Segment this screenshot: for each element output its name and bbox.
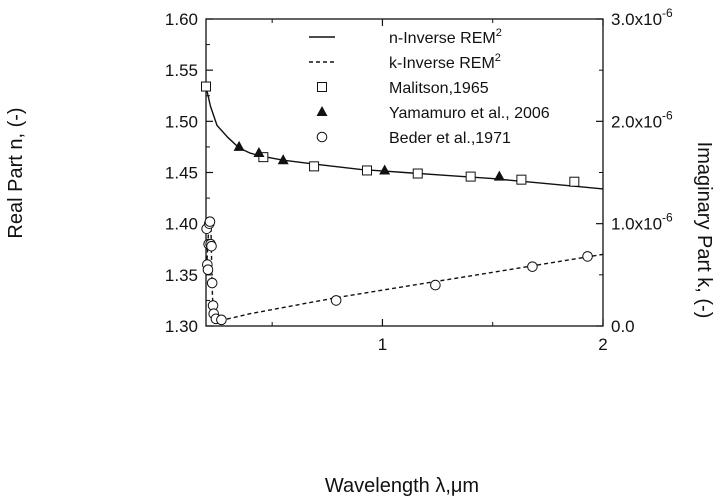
legend-label: Beder et al.,1971 (389, 130, 511, 147)
y-left-tick-label: 1.35 (165, 266, 198, 285)
y-right-tick-label: 2.0x10-6 (611, 108, 673, 131)
y-right-tick-label: 0.0 (611, 317, 635, 336)
data-point-triangle (493, 170, 505, 181)
data-point-square (569, 176, 580, 187)
series-layer (201, 81, 604, 326)
y-left-tick-label: 1.60 (165, 10, 198, 29)
data-point-triangle (316, 106, 328, 116)
data-point-square (362, 165, 373, 176)
data-point-triangle (379, 164, 391, 175)
data-point-triangle (233, 140, 245, 151)
data-point-triangle (253, 147, 265, 158)
y-right-tick-label: 3.0x10-6 (611, 6, 673, 29)
x-tick-label: 1 (378, 335, 387, 354)
y-left-axis-label: Real Part n, (-) (5, 107, 27, 238)
data-point-square (309, 161, 320, 172)
legend-label: Malitson,1965 (389, 80, 489, 97)
n-inverse-rem-line (205, 86, 604, 190)
data-point-circle (216, 314, 227, 326)
data-point-triangle (277, 154, 289, 165)
data-point-square (317, 82, 327, 92)
y-left-tick-label: 1.40 (165, 215, 198, 234)
y-right-axis-ticks: 0.0 1.0x10-6 2.0x10-6 3.0x10-6 (596, 6, 673, 336)
data-point-circle (206, 240, 217, 252)
data-point-circle (430, 279, 441, 291)
data-point-circle (582, 251, 593, 262)
data-point-square (258, 152, 269, 163)
legend-label: Yamamuro et al., 2006 (389, 105, 550, 122)
data-point-square (412, 168, 423, 179)
data-point-circle (204, 216, 216, 227)
y-left-tick-label: 1.55 (165, 61, 198, 80)
legend-label: k-Inverse REM2 (389, 52, 501, 72)
data-point-square (516, 174, 527, 185)
y-right-axis-label: Imaginary Part k, (-) (693, 142, 715, 319)
y-right-tick-label: 1.0x10-6 (611, 211, 673, 234)
x-tick-label: 2 (598, 335, 607, 354)
data-point-circle (316, 131, 328, 143)
data-point-circle (330, 295, 342, 306)
data-point-circle (202, 264, 214, 276)
y-left-tick-label: 1.45 (165, 164, 198, 183)
k-inverse-rem-line (206, 223, 604, 322)
y-left-axis-ticks: 1.30 1.35 1.40 1.45 1.50 1.55 1.60 (165, 10, 213, 336)
y-left-tick-label: 1.50 (165, 112, 198, 131)
x-axis-label: Wavelength λ,μm (325, 475, 479, 497)
data-point-circle (206, 277, 218, 289)
data-point-circle (527, 261, 538, 272)
y-left-tick-label: 1.30 (165, 317, 198, 336)
data-point-square (465, 171, 476, 182)
legend-label: n-Inverse REM2 (389, 27, 502, 47)
data-point-square (201, 81, 211, 92)
legend: n-Inverse REM2 k-Inverse REM2 Malitson,196… (309, 27, 550, 147)
